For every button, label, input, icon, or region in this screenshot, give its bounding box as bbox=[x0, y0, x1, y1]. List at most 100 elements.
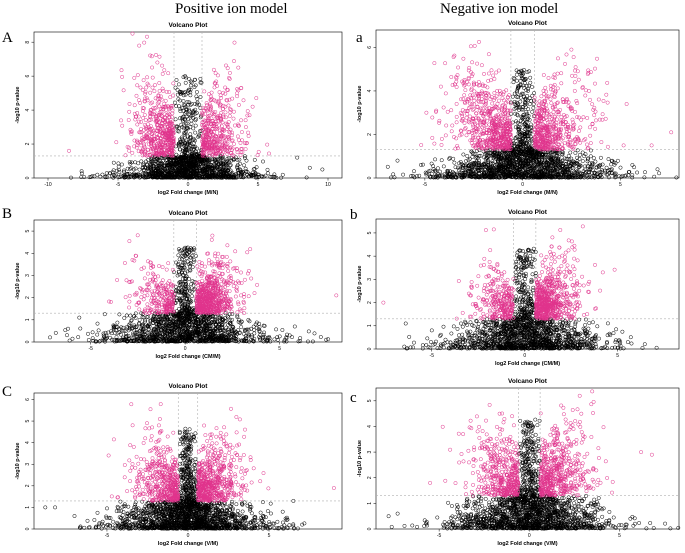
nonsignificant-point bbox=[218, 161, 223, 166]
nonsignificant-point bbox=[525, 123, 529, 128]
significant-point bbox=[238, 140, 243, 145]
nonsignificant-point bbox=[515, 113, 520, 118]
significant-point bbox=[208, 94, 213, 99]
significant-point bbox=[150, 134, 155, 139]
significant-point bbox=[460, 118, 465, 123]
nonsignificant-point bbox=[464, 166, 469, 171]
significant-point bbox=[168, 126, 173, 131]
nonsignificant-point bbox=[598, 162, 603, 167]
significant-point bbox=[210, 124, 215, 129]
significant-point bbox=[218, 93, 223, 98]
significant-point bbox=[230, 138, 235, 143]
significant-point bbox=[537, 99, 542, 104]
nonsignificant-point bbox=[518, 150, 523, 155]
significant-point bbox=[585, 142, 589, 147]
nonsignificant-point bbox=[168, 170, 173, 175]
nonsignificant-point bbox=[527, 131, 532, 136]
significant-point bbox=[140, 105, 145, 110]
nonsignificant-point bbox=[516, 130, 521, 135]
significant-point bbox=[474, 111, 479, 116]
nonsignificant-point bbox=[514, 147, 519, 151]
significant-point bbox=[150, 85, 155, 90]
significant-point bbox=[153, 96, 158, 101]
significant-point bbox=[570, 117, 575, 122]
nonsignificant-point bbox=[160, 161, 165, 166]
nonsignificant-point bbox=[493, 175, 498, 180]
nonsignificant-point bbox=[137, 167, 142, 172]
nonsignificant-point bbox=[522, 171, 527, 176]
nonsignificant-point bbox=[461, 175, 466, 179]
significant-point bbox=[216, 100, 221, 104]
nonsignificant-point bbox=[564, 156, 569, 161]
nonsignificant-point bbox=[235, 175, 240, 180]
nonsignificant-point bbox=[508, 161, 512, 166]
nonsignificant-point bbox=[196, 134, 201, 139]
nonsignificant-point bbox=[141, 168, 146, 173]
nonsignificant-point bbox=[125, 166, 130, 171]
significant-point bbox=[134, 145, 139, 150]
significant-point bbox=[462, 83, 467, 88]
nonsignificant-point bbox=[514, 175, 519, 180]
significant-point bbox=[594, 118, 598, 123]
significant-point bbox=[492, 90, 497, 95]
significant-point bbox=[254, 96, 259, 101]
nonsignificant-point bbox=[190, 115, 195, 120]
significant-point bbox=[161, 105, 165, 109]
significant-point bbox=[578, 140, 583, 145]
significant-point bbox=[454, 114, 459, 119]
nonsignificant-point bbox=[155, 156, 159, 161]
nonsignificant-point bbox=[476, 161, 480, 166]
nonsignificant-point bbox=[516, 150, 521, 155]
significant-point bbox=[483, 102, 488, 107]
significant-point bbox=[202, 89, 207, 94]
significant-point bbox=[148, 90, 153, 95]
significant-point bbox=[256, 149, 261, 154]
significant-point bbox=[492, 115, 497, 120]
nonsignificant-point bbox=[600, 162, 605, 167]
nonsignificant-point bbox=[191, 168, 196, 172]
nonsignificant-point bbox=[520, 131, 525, 136]
significant-point bbox=[213, 71, 218, 76]
significant-point bbox=[544, 107, 549, 111]
significant-point bbox=[162, 118, 167, 123]
nonsignificant-point bbox=[180, 105, 184, 110]
significant-point bbox=[151, 146, 156, 151]
nonsignificant-point bbox=[578, 152, 582, 157]
nonsignificant-point bbox=[280, 172, 285, 177]
nonsignificant-point bbox=[189, 121, 194, 126]
nonsignificant-point bbox=[543, 152, 548, 157]
significant-point bbox=[533, 113, 537, 118]
significant-point bbox=[215, 139, 220, 144]
nonsignificant-point bbox=[227, 173, 231, 178]
significant-point bbox=[163, 120, 168, 125]
nonsignificant-point bbox=[194, 90, 199, 94]
nonsignificant-point bbox=[515, 120, 520, 125]
nonsignificant-point bbox=[508, 155, 512, 160]
significant-point bbox=[577, 138, 582, 143]
x-tick-label: 10 bbox=[325, 182, 331, 188]
nonsignificant-point bbox=[217, 169, 222, 174]
significant-point bbox=[575, 101, 580, 106]
nonsignificant-point bbox=[511, 80, 516, 85]
nonsignificant-point bbox=[197, 102, 201, 107]
nonsignificant-point bbox=[470, 161, 475, 165]
significant-point bbox=[546, 76, 551, 80]
significant-point bbox=[166, 121, 171, 126]
significant-point bbox=[223, 115, 228, 120]
significant-point bbox=[160, 71, 165, 76]
nonsignificant-point bbox=[541, 167, 546, 172]
nonsignificant-point bbox=[493, 170, 498, 175]
nonsignificant-point bbox=[524, 110, 529, 114]
nonsignificant-point bbox=[188, 132, 193, 137]
significant-point bbox=[484, 108, 489, 113]
y-tick-label: 4 bbox=[25, 108, 31, 111]
significant-point bbox=[206, 116, 211, 121]
significant-point bbox=[586, 146, 591, 150]
significant-point bbox=[569, 47, 574, 52]
nonsignificant-point bbox=[146, 168, 151, 173]
nonsignificant-point bbox=[566, 174, 571, 179]
nonsignificant-point bbox=[527, 102, 532, 107]
nonsignificant-point bbox=[529, 146, 534, 151]
significant-point bbox=[487, 134, 492, 138]
significant-point bbox=[157, 89, 162, 93]
